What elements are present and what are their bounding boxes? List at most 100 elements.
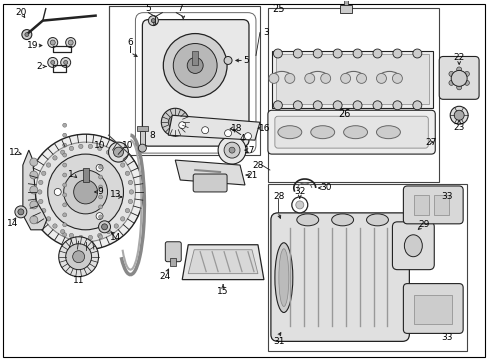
Circle shape bbox=[453, 110, 463, 120]
Circle shape bbox=[99, 221, 110, 233]
Circle shape bbox=[114, 156, 118, 160]
Text: 28: 28 bbox=[272, 193, 284, 202]
Circle shape bbox=[65, 37, 76, 48]
Text: 9: 9 bbox=[98, 188, 103, 197]
Ellipse shape bbox=[277, 126, 301, 139]
Circle shape bbox=[125, 171, 129, 176]
Circle shape bbox=[62, 223, 66, 227]
Circle shape bbox=[39, 199, 43, 204]
FancyBboxPatch shape bbox=[270, 213, 408, 341]
Ellipse shape bbox=[343, 126, 367, 139]
Circle shape bbox=[46, 163, 51, 167]
Circle shape bbox=[79, 144, 83, 149]
Text: 12: 12 bbox=[9, 148, 20, 157]
Circle shape bbox=[332, 101, 342, 110]
FancyBboxPatch shape bbox=[438, 57, 478, 99]
Polygon shape bbox=[23, 150, 47, 230]
Circle shape bbox=[36, 142, 135, 242]
Circle shape bbox=[161, 108, 189, 136]
Circle shape bbox=[62, 173, 66, 177]
Circle shape bbox=[98, 233, 102, 238]
Circle shape bbox=[464, 80, 468, 85]
Circle shape bbox=[224, 57, 232, 64]
Circle shape bbox=[372, 49, 381, 58]
Text: 4: 4 bbox=[240, 134, 245, 143]
Circle shape bbox=[62, 213, 66, 217]
Circle shape bbox=[30, 216, 38, 224]
Circle shape bbox=[73, 251, 84, 263]
Circle shape bbox=[99, 235, 102, 239]
Bar bbox=[170, 258, 176, 266]
Circle shape bbox=[53, 156, 57, 160]
Circle shape bbox=[106, 229, 110, 234]
Circle shape bbox=[99, 205, 102, 209]
Circle shape bbox=[30, 158, 38, 166]
Circle shape bbox=[456, 85, 461, 90]
Text: 7: 7 bbox=[177, 4, 183, 13]
Bar bbox=[267, 8, 438, 182]
Circle shape bbox=[61, 229, 65, 234]
Circle shape bbox=[62, 163, 66, 167]
Circle shape bbox=[222, 128, 227, 133]
Circle shape bbox=[25, 32, 29, 37]
Circle shape bbox=[268, 73, 278, 84]
Circle shape bbox=[30, 186, 38, 194]
Bar bbox=[140, 131, 145, 145]
Circle shape bbox=[113, 147, 123, 157]
Ellipse shape bbox=[331, 214, 353, 226]
Text: 13: 13 bbox=[109, 190, 121, 199]
Circle shape bbox=[48, 154, 123, 230]
Circle shape bbox=[15, 206, 27, 218]
Circle shape bbox=[22, 30, 32, 40]
Circle shape bbox=[244, 133, 251, 140]
Text: 5: 5 bbox=[243, 56, 248, 65]
Circle shape bbox=[62, 203, 66, 207]
Circle shape bbox=[220, 125, 229, 135]
Circle shape bbox=[62, 143, 66, 147]
Polygon shape bbox=[175, 160, 244, 185]
Circle shape bbox=[54, 189, 61, 195]
Circle shape bbox=[39, 180, 43, 185]
Circle shape bbox=[138, 144, 146, 152]
Circle shape bbox=[30, 201, 38, 209]
Circle shape bbox=[69, 146, 74, 150]
Circle shape bbox=[148, 15, 158, 26]
Text: 33: 33 bbox=[441, 193, 452, 202]
Circle shape bbox=[99, 225, 102, 229]
Circle shape bbox=[313, 101, 322, 110]
Circle shape bbox=[151, 19, 155, 23]
Circle shape bbox=[99, 185, 102, 189]
Bar bbox=[267, 184, 466, 351]
Circle shape bbox=[392, 101, 401, 110]
Circle shape bbox=[228, 147, 235, 153]
Circle shape bbox=[332, 49, 342, 58]
Circle shape bbox=[218, 136, 245, 164]
Circle shape bbox=[120, 163, 124, 167]
Circle shape bbox=[173, 44, 217, 87]
Circle shape bbox=[41, 171, 46, 176]
Circle shape bbox=[320, 73, 330, 84]
Circle shape bbox=[61, 150, 65, 154]
Circle shape bbox=[273, 49, 282, 58]
Text: 18: 18 bbox=[231, 124, 242, 133]
Circle shape bbox=[128, 199, 132, 204]
Text: 32: 32 bbox=[293, 188, 305, 197]
Bar bbox=[271, 50, 432, 108]
Text: 19: 19 bbox=[27, 41, 39, 50]
Circle shape bbox=[99, 215, 102, 219]
Circle shape bbox=[79, 235, 83, 240]
Text: 10: 10 bbox=[122, 141, 133, 150]
FancyBboxPatch shape bbox=[165, 242, 181, 262]
Bar bbox=[339, 5, 351, 13]
Text: 3: 3 bbox=[263, 28, 268, 37]
Circle shape bbox=[285, 73, 294, 84]
Text: 5: 5 bbox=[145, 4, 151, 13]
Circle shape bbox=[102, 224, 107, 230]
Bar bbox=[343, 0, 347, 5]
Text: 15: 15 bbox=[217, 287, 228, 296]
Ellipse shape bbox=[376, 126, 400, 139]
Circle shape bbox=[224, 130, 231, 137]
Text: 31: 31 bbox=[272, 337, 284, 346]
Bar bbox=[82, 168, 88, 182]
Bar bbox=[192, 51, 198, 66]
